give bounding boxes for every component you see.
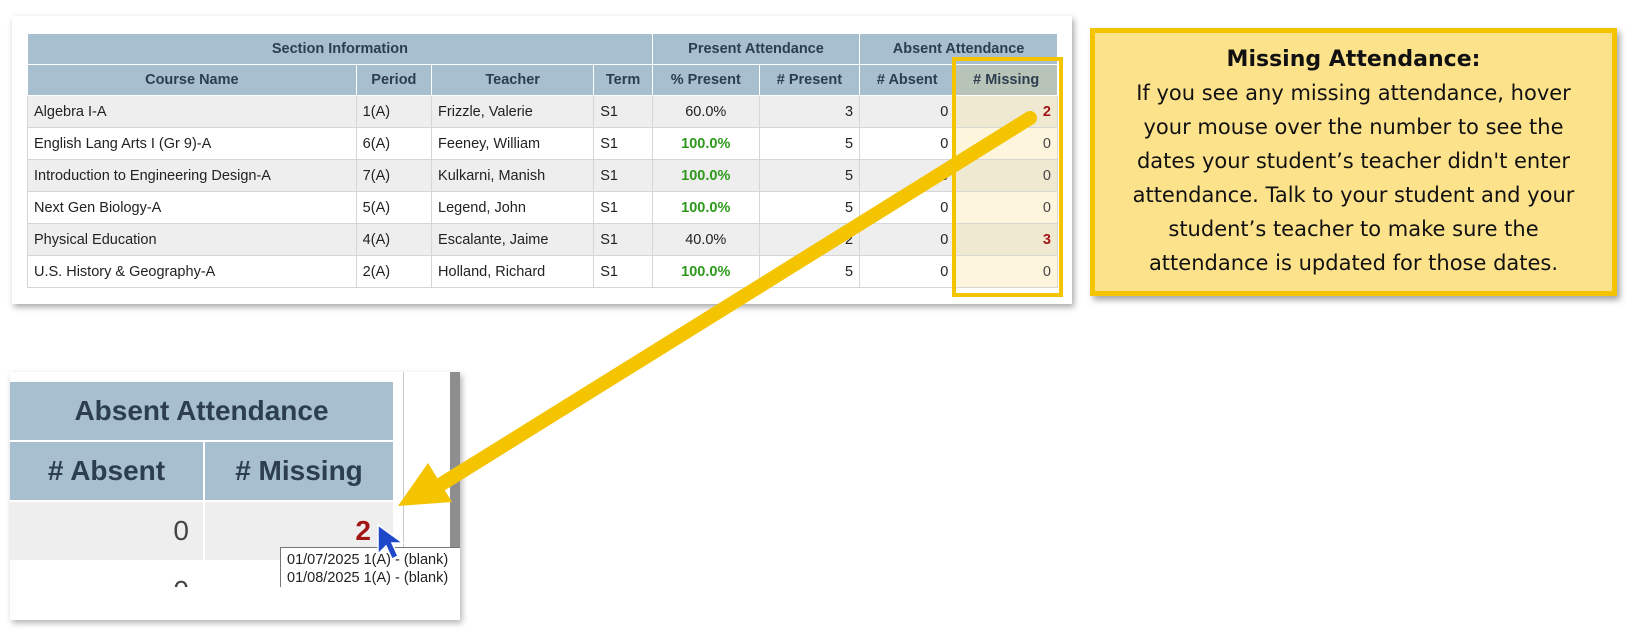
zoom-col-num-missing: # Missing <box>205 442 393 500</box>
zoom-blank-area <box>10 587 460 620</box>
num-present: 5 <box>758 127 861 160</box>
col-percent-present[interactable]: % Present <box>651 64 760 96</box>
missing-dates-tooltip: 01/07/2025 1(A) - (blank) 01/08/2025 1(A… <box>280 547 460 589</box>
teacher: Frizzle, Valerie <box>431 95 595 128</box>
course-name: U.S. History & Geography-A <box>27 255 357 288</box>
col-course-name[interactable]: Course Name <box>27 64 357 96</box>
num-missing[interactable]: 0 <box>954 159 1058 192</box>
percent-present: 100.0% <box>651 255 760 288</box>
tooltip-line: 01/07/2025 1(A) - (blank) <box>287 552 449 568</box>
num-absent: 0 <box>859 255 956 288</box>
section-information-header: Section Information <box>27 33 653 65</box>
missing-attendance-callout: Missing Attendance: If you see any missi… <box>1090 28 1617 296</box>
tooltip-line: 01/08/2025 1(A) - (blank) <box>287 570 449 586</box>
zoom-divider <box>403 372 404 587</box>
course-name: Next Gen Biology-A <box>27 191 357 224</box>
zoomed-detail-panel: Absent Attendance # Absent # Missing 0 2… <box>10 372 460 620</box>
col-teacher[interactable]: Teacher <box>431 64 595 96</box>
callout-body: If you see any missing attendance, hover… <box>1132 81 1575 275</box>
period: 7(A) <box>355 159 433 192</box>
period: 1(A) <box>355 95 433 128</box>
term: S1 <box>593 191 653 224</box>
num-absent: 0 <box>859 95 956 128</box>
course-name: Introduction to Engineering Design-A <box>27 159 357 192</box>
num-present: 5 <box>758 159 861 192</box>
num-present: 3 <box>758 95 861 128</box>
zoom-col-num-absent: # Absent <box>10 442 203 500</box>
col-term[interactable]: Term <box>593 64 653 96</box>
num-missing[interactable]: 0 <box>954 191 1058 224</box>
table-row: Introduction to Engineering Design-A 7(A… <box>27 159 1058 192</box>
table-row: Algebra I-A 1(A) Frizzle, Valerie S1 60.… <box>27 95 1058 128</box>
period: 2(A) <box>355 255 433 288</box>
zoom-num-absent: 0 <box>10 502 203 560</box>
table-row: Next Gen Biology-A 5(A) Legend, John S1 … <box>27 191 1058 224</box>
col-num-missing[interactable]: # Missing <box>954 64 1058 96</box>
callout-title: Missing Attendance: <box>1226 47 1481 72</box>
teacher: Feeney, William <box>431 127 595 160</box>
term: S1 <box>593 255 653 288</box>
term: S1 <box>593 159 653 192</box>
col-num-present[interactable]: # Present <box>758 64 861 96</box>
period: 6(A) <box>355 127 433 160</box>
term: S1 <box>593 127 653 160</box>
teacher: Legend, John <box>431 191 595 224</box>
col-period[interactable]: Period <box>355 64 433 96</box>
course-name: English Lang Arts I (Gr 9)-A <box>27 127 357 160</box>
teacher: Holland, Richard <box>431 255 595 288</box>
percent-present: 100.0% <box>651 159 760 192</box>
pointer-arrow-head <box>398 463 452 506</box>
course-name: Algebra I-A <box>27 95 357 128</box>
percent-present: 60.0% <box>651 95 760 128</box>
num-missing[interactable]: 2 <box>954 95 1058 128</box>
num-missing[interactable]: 0 <box>954 255 1058 288</box>
table-row: U.S. History & Geography-A 2(A) Holland,… <box>27 255 1058 288</box>
zoom-absent-attendance-header: Absent Attendance <box>10 382 393 440</box>
mouse-cursor-icon <box>377 523 406 561</box>
percent-present: 100.0% <box>651 127 760 160</box>
table-row: English Lang Arts I (Gr 9)-A 6(A) Feeney… <box>27 127 1058 160</box>
missing-column-highlight <box>952 57 1063 297</box>
present-attendance-header: Present Attendance <box>651 33 861 65</box>
pointer-arrow-shaft <box>433 111 1037 492</box>
course-name: Physical Education <box>27 223 357 256</box>
num-absent: 0 <box>859 127 956 160</box>
num-missing[interactable]: 3 <box>954 223 1058 256</box>
teacher: Escalante, Jaime <box>431 223 595 256</box>
